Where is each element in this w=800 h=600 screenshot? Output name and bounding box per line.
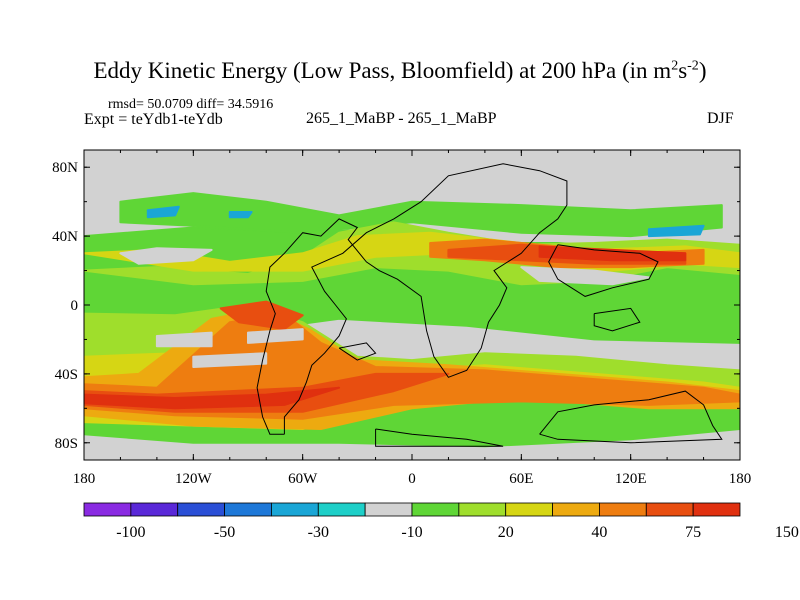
- title-close: ): [698, 58, 707, 83]
- contour-region-2: [119, 192, 723, 238]
- colorbar: -100 -50 -30 -10 20 40 75 150: [83, 502, 799, 541]
- x-tick-label-6: 180: [729, 471, 752, 487]
- contour-region-19: [119, 247, 213, 265]
- colorbar-swatch-2: [177, 502, 225, 517]
- colorbar-label-4: 20: [498, 524, 514, 541]
- colorbar-label-6: 75: [685, 524, 701, 541]
- colorbar-swatch-3: [224, 502, 272, 517]
- coastline-0: [256, 163, 568, 435]
- x-tick-label-5: 120E: [615, 471, 647, 487]
- contour-region-16: [228, 211, 253, 219]
- title-main: Eddy Kinetic Energy (Low Pass, Bloomfiel…: [93, 58, 672, 83]
- colorbar-swatch-5: [317, 502, 366, 517]
- x-tick-label-4: 60E: [509, 471, 533, 487]
- contour-region-22: [192, 352, 268, 368]
- y-tick-label-1: 40N: [52, 229, 78, 245]
- colorbar-swatch-6: [364, 502, 413, 517]
- colorbar-label-1: -50: [214, 524, 235, 541]
- contour-region-13: [538, 245, 687, 262]
- colorbar-swatch-8: [458, 502, 507, 517]
- colorbar-label-0: -100: [116, 524, 145, 541]
- colorbar-swatch-11: [599, 502, 647, 517]
- colorbar-swatch-12: [645, 502, 694, 517]
- contour-region-11: [219, 300, 304, 331]
- y-tick-label-0: 80N: [52, 160, 78, 176]
- contour-region-14: [84, 386, 341, 410]
- contour-region-18: [84, 150, 377, 200]
- colorbar-swatch-7: [411, 502, 460, 517]
- colorbar-label-7: 150: [775, 524, 799, 541]
- x-tick-label-0: 180: [73, 471, 96, 487]
- case-label: 265_1_MaBP - 265_1_MaBP: [306, 110, 497, 127]
- coastline-1: [548, 244, 659, 297]
- contour-region-17: [647, 224, 705, 238]
- latitude-axis: 80N 40N 0 40S 80S: [52, 160, 740, 452]
- longitude-axis: 180 120W 60W 0 60E 120E 180: [73, 150, 752, 487]
- stats-label: rmsd= 50.0709 diff= 34.5916: [108, 97, 274, 112]
- colorbar-swatch-1: [130, 502, 179, 517]
- coastline-3: [539, 390, 723, 444]
- title-exponent-2: -2: [687, 58, 699, 74]
- y-tick-label-4: 80S: [55, 436, 78, 452]
- chart-title: Eddy Kinetic Energy (Low Pass, Bloomfiel…: [0, 58, 800, 84]
- colorbar-label-5: 40: [591, 524, 607, 541]
- title-unit-s: s: [678, 58, 688, 83]
- continent-outlines: [256, 163, 723, 447]
- experiment-label: Expt = teYdb1-teYdb: [84, 111, 223, 128]
- contour-region-21: [155, 331, 213, 348]
- x-tick-label-1: 120W: [175, 471, 213, 487]
- contour-region-23: [247, 328, 304, 344]
- x-tick-label-2: 60W: [288, 471, 318, 487]
- coastline-4: [375, 428, 504, 447]
- season-label: DJF: [707, 110, 734, 127]
- coastline-2: [593, 307, 641, 332]
- y-tick-label-3: 40S: [55, 367, 78, 383]
- colorbar-label-3: -10: [401, 524, 422, 541]
- x-tick-label-3: 0: [408, 471, 416, 487]
- colorbar-swatch-4: [271, 502, 319, 517]
- colorbar-swatch-10: [552, 502, 600, 517]
- colorbar-swatch-0: [83, 502, 132, 517]
- colorbar-swatch-9: [505, 502, 553, 517]
- coastline-5: [338, 342, 377, 361]
- colorbar-swatch-13: [692, 502, 741, 517]
- title-exponent-1: 2: [671, 58, 679, 74]
- y-tick-label-2: 0: [71, 298, 79, 314]
- colorbar-label-2: -30: [308, 524, 329, 541]
- contour-region-15: [146, 205, 180, 219]
- eddy-energy-field: [84, 150, 740, 460]
